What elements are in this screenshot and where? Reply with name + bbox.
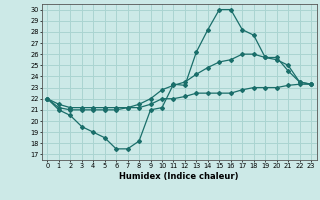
X-axis label: Humidex (Indice chaleur): Humidex (Indice chaleur) [119,172,239,181]
